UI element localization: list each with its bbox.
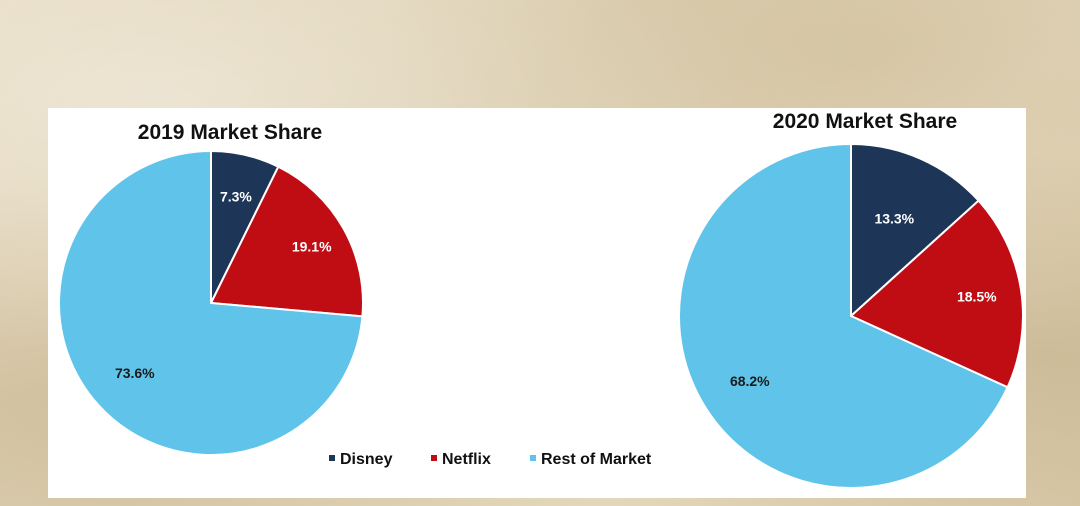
- data-label-2019-netflix: 19.1%: [292, 238, 332, 254]
- legend-item-rest-of-market: Rest of Market: [530, 451, 652, 468]
- legend-swatch-disney: [329, 455, 335, 461]
- chart-title-2019: 2019 Market Share: [138, 121, 322, 144]
- legend: Disney Netflix Rest of Market: [329, 451, 652, 468]
- legend-label-disney: Disney: [340, 451, 393, 468]
- data-label-2020-rest-of-market: 68.2%: [730, 373, 770, 389]
- pie-slice-2019-rest-of-market: [58, 149, 364, 456]
- data-label-2020-netflix: 18.5%: [957, 289, 997, 305]
- legend-item-netflix: Netflix: [431, 451, 491, 468]
- pie-chart-2020: 2020 Market Share 13.3% 18.5% 68.2%: [678, 110, 1025, 489]
- pie-slice-2020-netflix: [849, 199, 1025, 389]
- pie-slice-2019-netflix: [209, 165, 364, 318]
- data-label-2020-disney: 13.3%: [874, 211, 914, 227]
- legend-swatch-rest-of-market: [530, 455, 536, 461]
- data-label-2019-disney: 7.3%: [220, 188, 252, 204]
- pie-chart-2019: 2019 Market Share 7.3% 19.1% 73.6%: [58, 121, 364, 456]
- legend-swatch-netflix: [431, 455, 437, 461]
- pie-2020-slices: 13.3% 18.5% 68.2%: [678, 142, 1025, 489]
- data-label-2019-rest-of-market: 73.6%: [115, 365, 155, 381]
- pie-slice-2020-rest-of-market: [678, 142, 1009, 489]
- legend-label-rest-of-market: Rest of Market: [541, 451, 652, 468]
- legend-item-disney: Disney: [329, 451, 393, 468]
- pie-slice-2020-disney: [850, 142, 980, 319]
- pie-2019-slices: 7.3% 19.1% 73.6%: [58, 149, 364, 456]
- legend-label-netflix: Netflix: [442, 451, 491, 468]
- chart-title-2020: 2020 Market Share: [773, 110, 957, 133]
